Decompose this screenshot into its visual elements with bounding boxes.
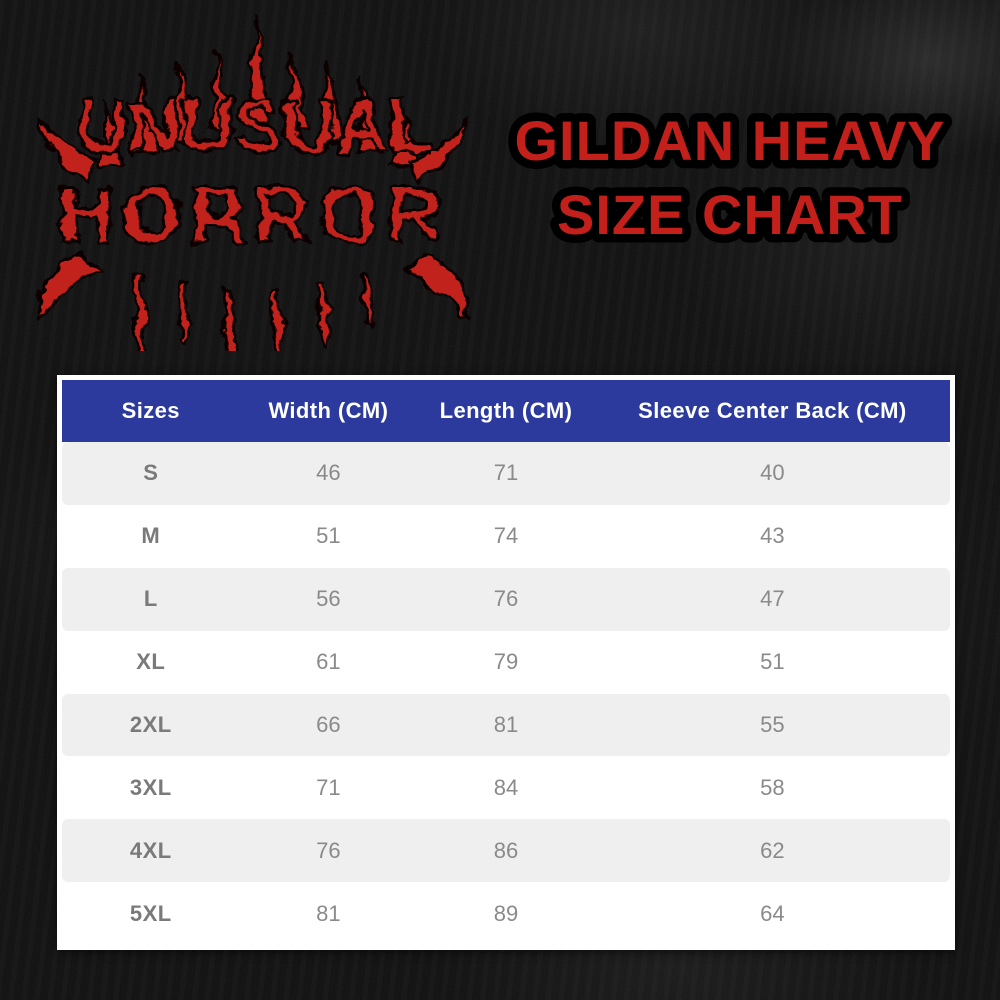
cell-size: S	[143, 460, 159, 486]
cell-sleeve: 43	[760, 523, 785, 549]
cell-width: 46	[316, 460, 341, 486]
cell-length: 84	[493, 774, 519, 800]
title-line2-outline: SIZE CHART	[557, 183, 903, 246]
page-title: GILDAN HEAVY SIZE CHART GILDAN HEAVY SIZ…	[506, 101, 953, 255]
cell-sleeve: 64	[760, 900, 785, 926]
cell-length: 86	[493, 837, 519, 863]
cell-size: 4XL	[129, 837, 172, 863]
cell-sleeve: 55	[760, 711, 785, 737]
cell-width: 51	[316, 523, 341, 549]
cell-length: 74	[493, 523, 519, 549]
cell-sleeve: 47	[760, 586, 785, 612]
column-header-width: Width (CM)	[268, 398, 389, 423]
column-header-length: Length (CM)	[439, 398, 573, 423]
table-row-4xl: 4XL 76 86 62	[62, 819, 950, 883]
logo-spike	[391, 102, 417, 168]
table-row-3xl: 3XL 71 84 58	[62, 756, 950, 820]
table-header-row: Sizes Width (CM) Length (CM) Sleeve Cent…	[62, 380, 950, 442]
logo-drip	[271, 286, 285, 351]
cell-size: 2XL	[129, 711, 172, 737]
cell-width: 56	[316, 586, 341, 612]
title-line2: SIZE CHART	[557, 183, 903, 246]
logo-horn-left-upper	[37, 116, 101, 184]
logo-drip	[361, 272, 373, 332]
logo-horn-right-upper	[405, 116, 469, 184]
cell-width: 61	[316, 649, 341, 675]
cell-size: M	[141, 523, 161, 549]
cell-length: 89	[493, 900, 519, 926]
cell-sleeve: 58	[760, 774, 785, 800]
cell-width: 81	[316, 900, 341, 926]
cell-size: XL	[136, 649, 166, 675]
logo-drip	[223, 286, 237, 351]
logo-spike-center	[245, 12, 271, 128]
logo-horn-left-lower	[37, 250, 103, 322]
cell-sleeve: 51	[760, 649, 785, 675]
column-header-sizes: Sizes	[121, 398, 180, 423]
table-row-m: M 51 74 43	[62, 504, 950, 568]
column-header-sleeve: Sleeve Center Back (CM)	[638, 398, 907, 423]
unusual-horror-logo: UNUSUAL HORROR	[37, 12, 469, 351]
logo-drip	[317, 280, 331, 346]
logo-drip	[177, 280, 191, 346]
logo-spike	[171, 58, 199, 146]
logo-spike	[283, 50, 309, 134]
logo-spike	[209, 48, 233, 134]
cell-size: 5XL	[129, 900, 172, 926]
cell-width: 66	[316, 711, 341, 737]
logo-horn-right-lower	[403, 250, 469, 322]
table-row-xl: XL 61 79 51	[62, 630, 950, 694]
logo-spike	[317, 60, 345, 144]
cell-length: 81	[493, 711, 519, 737]
logo-spike	[99, 100, 125, 170]
cell-length: 76	[493, 586, 519, 612]
table-row-2xl: 2XL 66 81 55	[62, 693, 950, 757]
cell-size: 3XL	[129, 774, 172, 800]
table-row-5xl: 5XL 81 89 64	[62, 882, 950, 945]
logo-drip	[133, 272, 147, 351]
logo-spike	[133, 74, 161, 158]
table-row-l: L 56 76 47	[62, 567, 950, 631]
table-row-s: S 46 71 40	[62, 442, 950, 505]
logo-text-line1: UNUSUAL	[74, 84, 432, 169]
logo-spike	[355, 76, 383, 156]
cell-width: 71	[316, 774, 341, 800]
cell-sleeve: 40	[760, 460, 785, 486]
cell-length: 79	[493, 649, 519, 675]
cell-size: L	[143, 586, 158, 612]
title-line1: GILDAN HEAVY	[515, 109, 946, 172]
cell-length: 71	[493, 460, 519, 486]
cell-sleeve: 62	[760, 837, 785, 863]
title-line1-outline: GILDAN HEAVY	[515, 109, 946, 172]
logo-text-line2: HORROR	[57, 170, 449, 259]
size-chart-table: Sizes Width (CM) Length (CM) Sleeve Cent…	[57, 375, 955, 950]
cell-width: 76	[316, 837, 341, 863]
